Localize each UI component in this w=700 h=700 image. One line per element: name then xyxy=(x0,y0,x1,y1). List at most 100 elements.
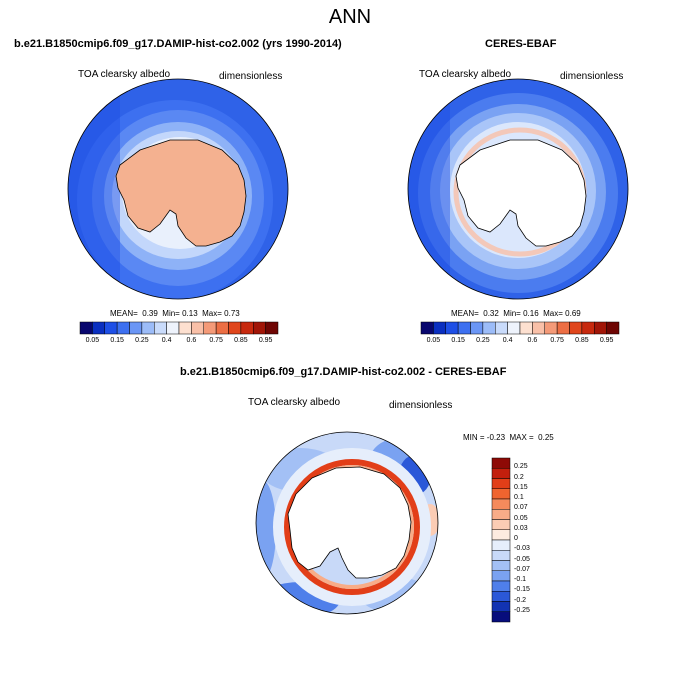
panel-2-map-boundary xyxy=(407,78,629,300)
colorbar-3-tick-label: -0.1 xyxy=(514,576,527,583)
colorbar-2-swatch xyxy=(581,321,595,335)
colorbar-1-swatch xyxy=(104,321,118,335)
colorbar-3-tick-label: -0.05 xyxy=(514,555,530,563)
colorbar-2-swatch xyxy=(445,321,459,335)
colorbar-3-tick-label: -0.25 xyxy=(514,606,530,614)
colorbar-2-tick-label: 0.05 xyxy=(426,337,441,344)
colorbar-1-swatch xyxy=(265,321,279,335)
colorbar-3-swatch xyxy=(491,611,511,623)
colorbar-2-tick-label: 0.95 xyxy=(599,337,614,344)
panel-2-variable: TOA clearsky albedo xyxy=(419,69,512,80)
panel-2-min-label: Min= xyxy=(503,309,521,318)
panel-3-map-boundary xyxy=(255,431,439,615)
colorbar-2-swatch xyxy=(433,321,446,335)
colorbar-1-tick-label: 0.15 xyxy=(110,337,124,344)
panel-3-max-label: MAX = xyxy=(509,433,534,442)
panel-1-variable: TOA clearsky albedo xyxy=(78,69,171,80)
colorbar-1-swatch xyxy=(141,321,155,335)
colorbar-3-tick-label: 0 xyxy=(514,535,518,542)
colorbar-3-tick-label: 0.25 xyxy=(514,463,528,471)
panel-1-title: b.e21.B1850cmip6.f09_g17.DAMIP-hist-co2.… xyxy=(14,38,342,50)
panel-1-map-boundary xyxy=(67,78,289,300)
colorbar-3-tick-label: -0.15 xyxy=(514,586,530,594)
panel-2-mean: 0.32 xyxy=(483,309,499,318)
panel-3-title: b.e21.B1850cmip6.f09_g17.DAMIP-hist-co2.… xyxy=(180,366,507,378)
panel-3-max: 0.25 xyxy=(538,433,554,442)
colorbar-1-swatch xyxy=(253,321,266,335)
colorbar-1-tick-label: 0.4 xyxy=(161,337,172,344)
colorbar-1-swatch xyxy=(154,321,167,335)
colorbar-2 xyxy=(420,321,620,335)
colorbar-3-swatch xyxy=(491,550,511,561)
colorbar-2-swatch xyxy=(420,321,434,335)
colorbar-2-swatch xyxy=(457,321,471,335)
colorbar-2-tick-label: 0.15 xyxy=(451,337,465,344)
panel-3-variable: TOA clearsky albedo xyxy=(248,397,341,408)
colorbar-3-tick-label: -0.2 xyxy=(514,596,527,604)
colorbar-1-tick-label: 0.25 xyxy=(135,337,149,344)
colorbar-2-swatch xyxy=(507,321,521,335)
panel-1-min: 0.13 xyxy=(182,309,198,318)
colorbar-2-swatch xyxy=(482,321,496,335)
colorbar-2-swatch xyxy=(606,321,620,335)
colorbar-2-tick-label: 0.6 xyxy=(527,337,538,344)
colorbar-3-swatch xyxy=(491,591,511,602)
colorbar-2-swatch xyxy=(544,321,558,335)
colorbar-2-swatch xyxy=(470,321,484,335)
panel-2-mean-label: MEAN= xyxy=(451,309,479,318)
colorbar-3-tick-label: -0.03 xyxy=(514,545,530,553)
colorbar-2-swatch xyxy=(495,321,508,335)
panel-1-max: 0.73 xyxy=(224,309,240,318)
colorbar-3-swatch xyxy=(491,580,511,592)
colorbar-3-swatch xyxy=(491,539,511,551)
colorbar-2-swatch xyxy=(594,321,607,335)
colorbar-2-swatch xyxy=(532,321,545,335)
panel-3-antarctica-land xyxy=(287,466,412,579)
panel-2-stats: MEAN= 0.32 Min= 0.16 Max= 0.69 xyxy=(451,309,581,318)
colorbar-2-swatch xyxy=(519,321,533,335)
panel-2-antarctica-land xyxy=(455,139,587,247)
colorbar-1-tick-label: 0.85 xyxy=(234,337,248,344)
colorbar-3-swatch xyxy=(491,509,511,520)
colorbar-1-tick-label: 0.95 xyxy=(258,337,273,344)
colorbar-1-swatch xyxy=(203,321,217,335)
colorbar-3-swatch xyxy=(491,570,511,582)
panel-3-min: -0.23 xyxy=(486,433,506,442)
colorbar-1-swatch xyxy=(215,321,229,335)
colorbar-3-tick-label: 0.05 xyxy=(514,514,528,522)
colorbar-3-swatch xyxy=(491,529,511,541)
colorbar-3-swatch xyxy=(491,488,511,500)
colorbar-3 xyxy=(491,457,511,623)
panel-2-units: dimensionless xyxy=(560,71,624,82)
panel-1-units: dimensionless xyxy=(219,71,283,82)
panel-1-stats: MEAN= 0.39 Min= 0.13 Max= 0.73 xyxy=(110,309,240,318)
colorbar-3-tick-label: 0.03 xyxy=(514,524,528,532)
colorbar-3-tick-label: 0.1 xyxy=(514,494,524,501)
colorbar-3-swatch xyxy=(491,468,511,479)
panel-1-antarctica-land xyxy=(115,139,247,247)
colorbar-1-tick-label: 0.75 xyxy=(209,337,223,344)
colorbar-1-swatch xyxy=(166,321,180,335)
panel-2-min: 0.16 xyxy=(523,309,539,318)
panel-1-max-label: Max= xyxy=(202,309,222,318)
colorbar-3-tick-label: -0.07 xyxy=(514,565,530,573)
colorbar-2-tick-label: 0.25 xyxy=(476,337,490,344)
colorbar-2-tick-label: 0.75 xyxy=(550,337,564,344)
colorbar-1-swatch xyxy=(240,321,254,335)
colorbar-3-swatch xyxy=(491,457,511,469)
colorbar-3-tick-label: 0.2 xyxy=(514,473,524,481)
colorbar-3-swatch xyxy=(491,478,511,489)
colorbar-1 xyxy=(79,321,279,335)
colorbar-3-swatch xyxy=(491,519,511,530)
panel-2-map xyxy=(407,78,629,300)
colorbar-1-swatch xyxy=(228,321,242,335)
colorbar-1-tick-label: 0.6 xyxy=(186,337,197,344)
panel-1-mean: 0.39 xyxy=(142,309,158,318)
panel-2-max: 0.69 xyxy=(565,309,581,318)
colorbar-2-tick-label: 0.4 xyxy=(502,337,513,344)
colorbar-2-swatch xyxy=(556,321,570,335)
colorbar-3-tick-label: 0.07 xyxy=(514,504,528,512)
figure-title: ANN xyxy=(328,6,372,28)
colorbar-1-swatch xyxy=(129,321,143,335)
